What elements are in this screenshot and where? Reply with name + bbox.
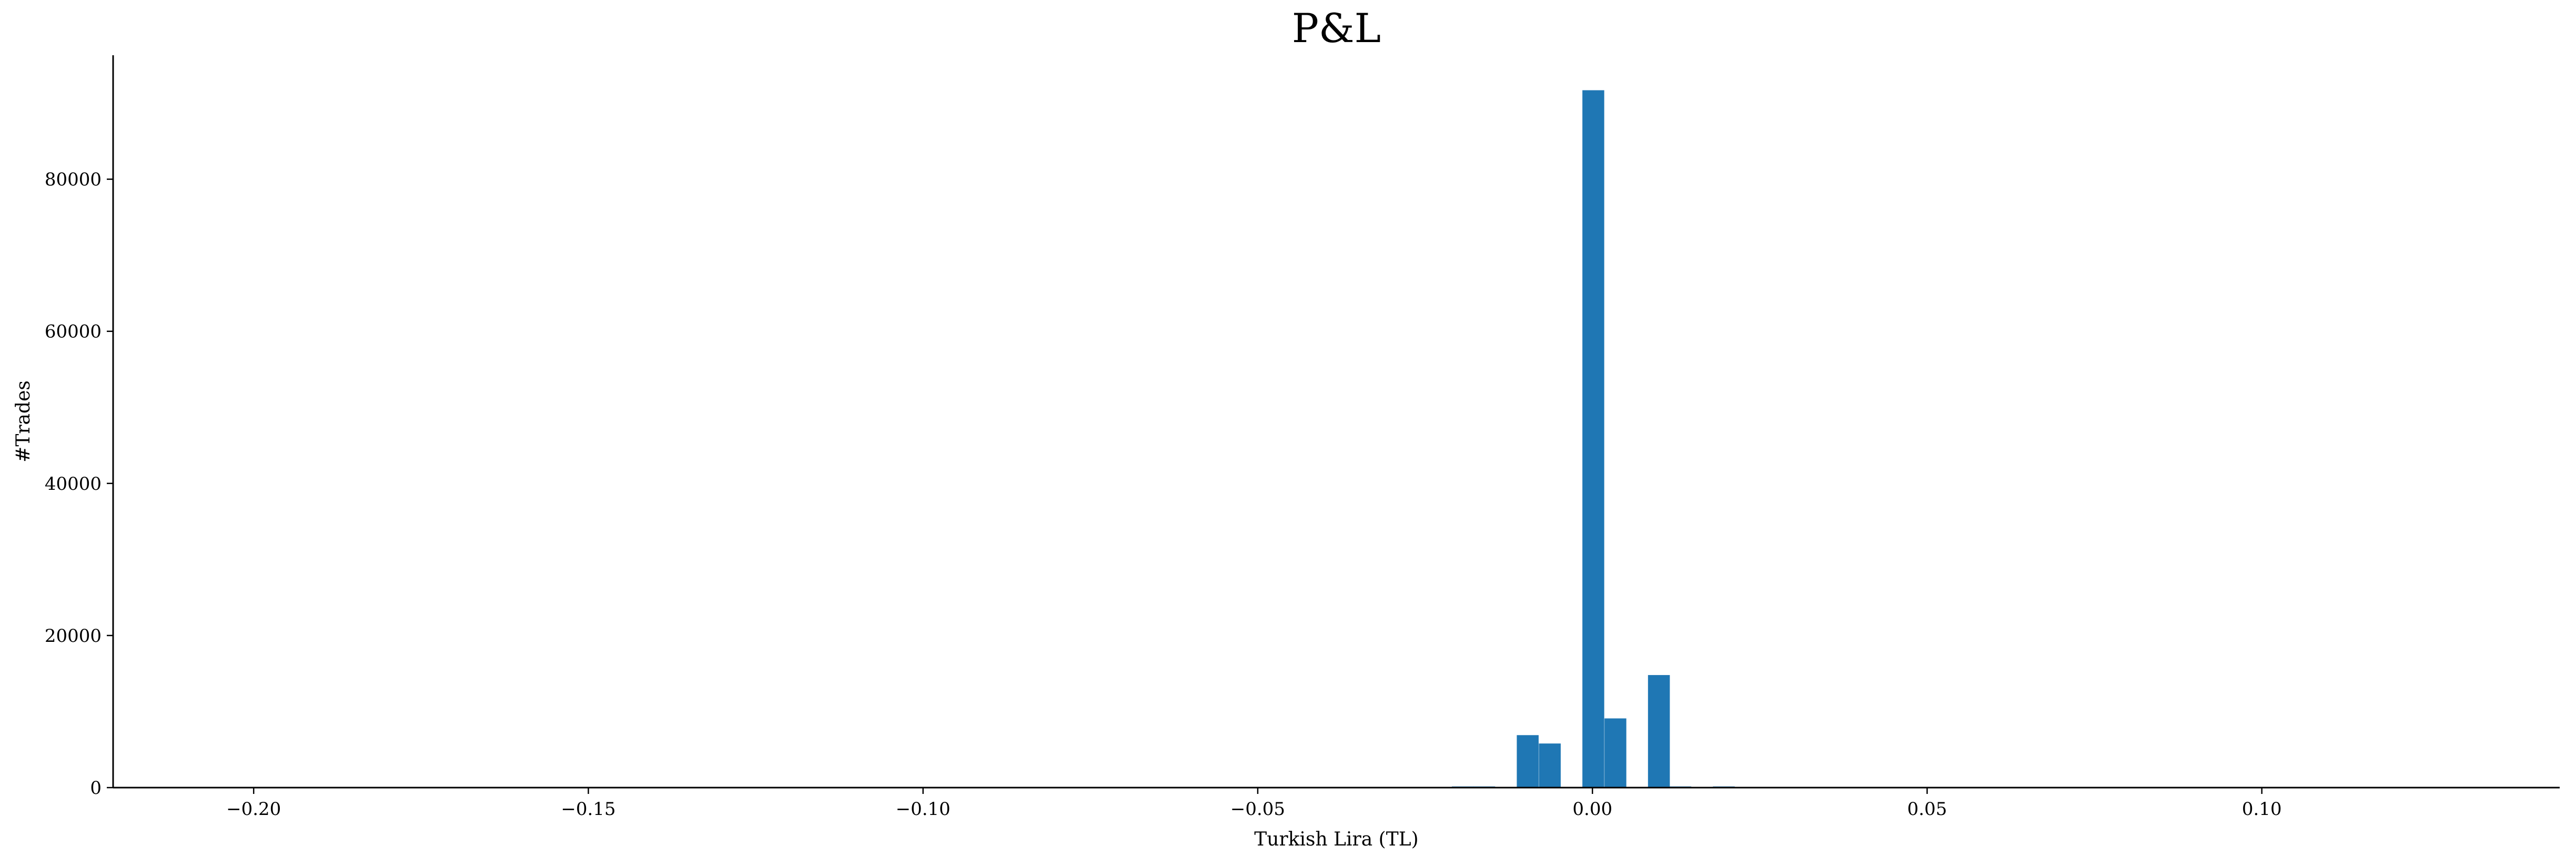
x-tick-label: −0.15 (561, 799, 615, 820)
histogram-bar-6 (1648, 675, 1670, 788)
histogram-bar-5 (1604, 718, 1627, 788)
histogram-bar-2 (1517, 735, 1539, 788)
x-tick-label: −0.10 (896, 799, 951, 820)
y-tick-label: 60000 (45, 321, 102, 343)
histogram-bar-3 (1539, 743, 1561, 788)
y-axis-ticks: 0 20000 40000 60000 80000 (45, 169, 113, 799)
x-tick-label: 0.10 (2242, 799, 2282, 820)
y-axis-title: #Trades (13, 380, 34, 462)
histogram-bar-4 (1582, 90, 1604, 788)
y-tick-label: 20000 (45, 626, 102, 647)
x-tick-label: 0.00 (1572, 799, 1612, 820)
x-axis-ticks: −0.20 −0.15 −0.10 −0.05 0.00 0.05 0.10 (226, 788, 2282, 820)
x-tick-label: 0.05 (1907, 799, 1947, 820)
y-tick-label: 80000 (45, 169, 102, 190)
chart-title: P&L (1292, 5, 1381, 52)
y-tick-label: 0 (90, 778, 102, 799)
y-tick-label: 40000 (45, 474, 102, 495)
x-tick-label: −0.20 (226, 799, 281, 820)
x-tick-label: −0.05 (1230, 799, 1285, 820)
histogram-bars (1452, 90, 1735, 788)
x-axis-title: Turkish Lira (TL) (1254, 829, 1418, 850)
